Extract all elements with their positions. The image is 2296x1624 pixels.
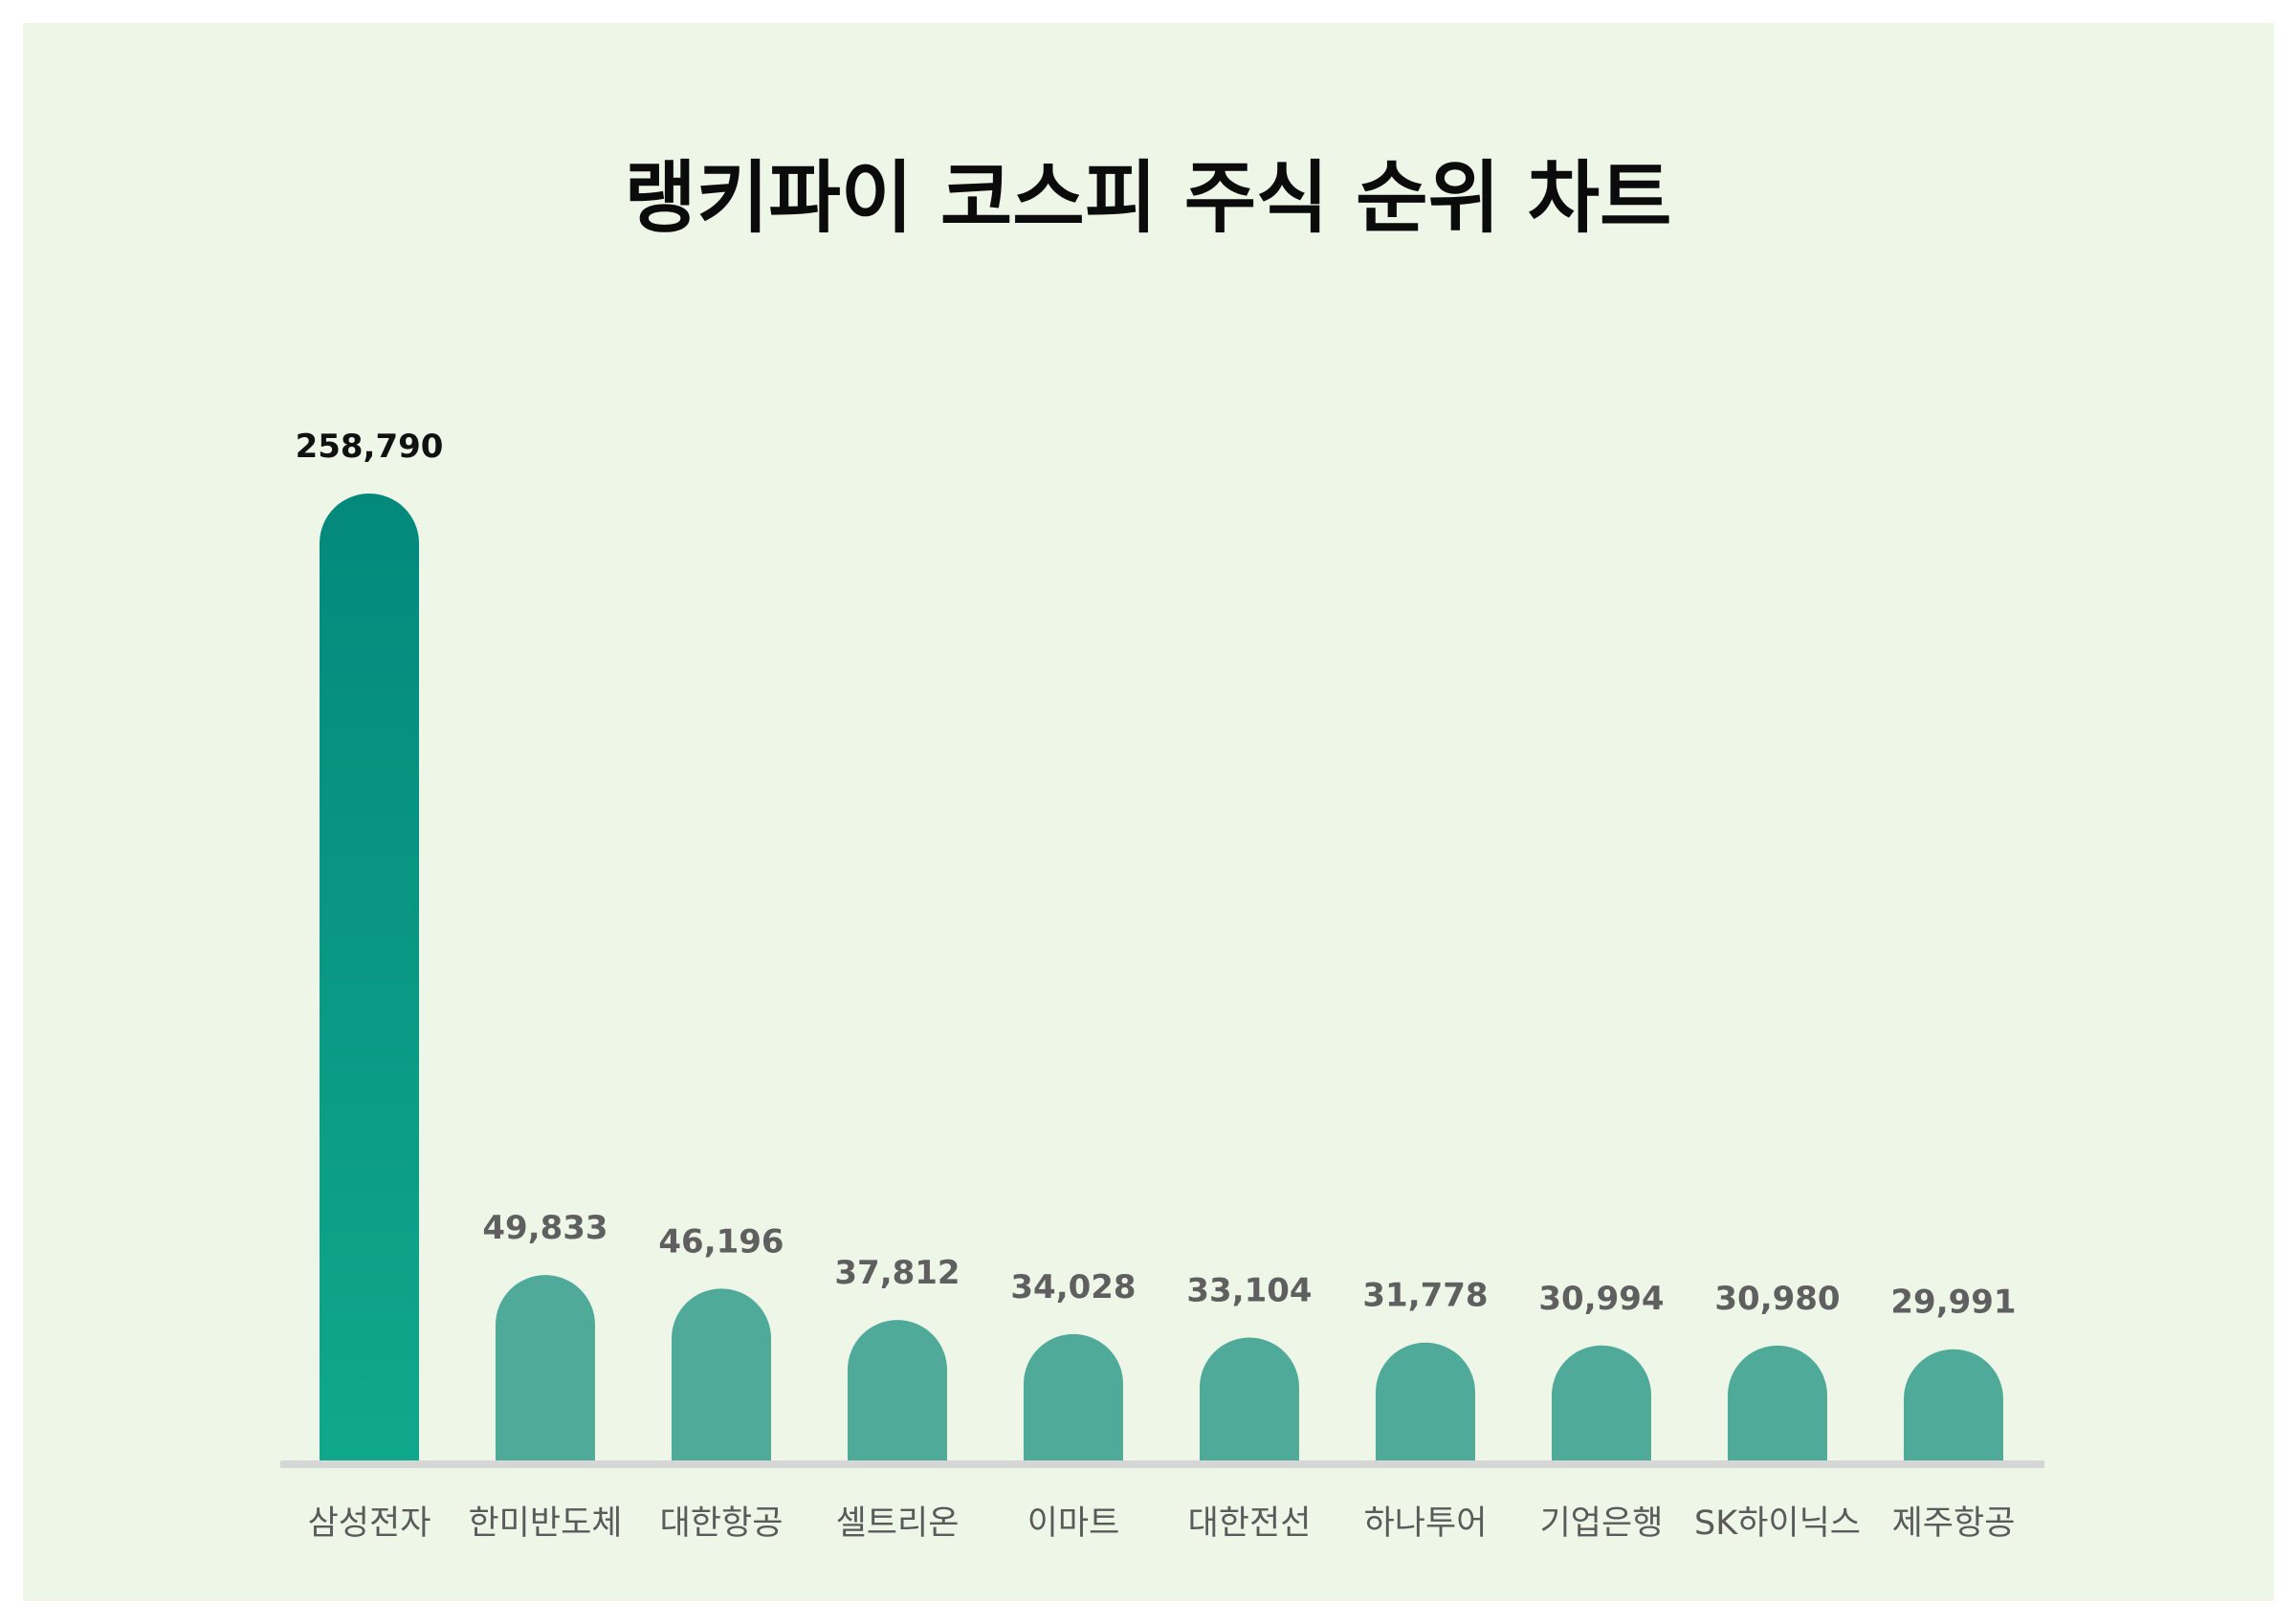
value-label-2: 49,833 <box>482 1209 607 1247</box>
value-label-10: 29,991 <box>1890 1284 2016 1322</box>
category-label-6: 대한전선 <box>1188 1504 1312 1543</box>
value-label-1: 258,790 <box>296 428 444 466</box>
category-label-4: 셀트리온 <box>836 1504 960 1543</box>
bar-2 <box>496 1275 595 1461</box>
category-label-9: SK하이닉스 <box>1694 1504 1861 1543</box>
bar-9 <box>1728 1346 1827 1461</box>
x-axis-baseline <box>280 1460 2044 1468</box>
bar-1 <box>320 494 419 1461</box>
category-label-5: 이마트 <box>1027 1504 1120 1543</box>
bar-8 <box>1552 1346 1651 1461</box>
category-label-3: 대한항공 <box>660 1504 784 1543</box>
value-label-3: 46,196 <box>658 1222 784 1261</box>
bar-10 <box>1904 1350 2003 1461</box>
category-label-1: 삼성전자 <box>308 1504 431 1543</box>
value-label-4: 37,812 <box>834 1254 960 1292</box>
value-label-5: 34,028 <box>1010 1268 1136 1306</box>
value-label-6: 33,104 <box>1186 1272 1312 1310</box>
bar-6 <box>1200 1338 1299 1461</box>
bar-3 <box>672 1288 771 1461</box>
category-label-10: 제주항공 <box>1892 1504 2016 1543</box>
bar-4 <box>848 1320 947 1461</box>
category-label-7: 하나투어 <box>1364 1504 1488 1543</box>
bar-5 <box>1024 1334 1123 1461</box>
value-label-7: 31,778 <box>1362 1277 1488 1315</box>
chart-title: 랭키파이 코스피 주식 순위 차트 <box>625 153 1672 244</box>
category-label-2: 한미반도체 <box>468 1504 622 1543</box>
value-label-9: 30,980 <box>1714 1280 1840 1318</box>
category-label-8: 기업은행 <box>1540 1504 1664 1543</box>
value-label-8: 30,994 <box>1538 1280 1664 1318</box>
bar-7 <box>1376 1343 1475 1461</box>
